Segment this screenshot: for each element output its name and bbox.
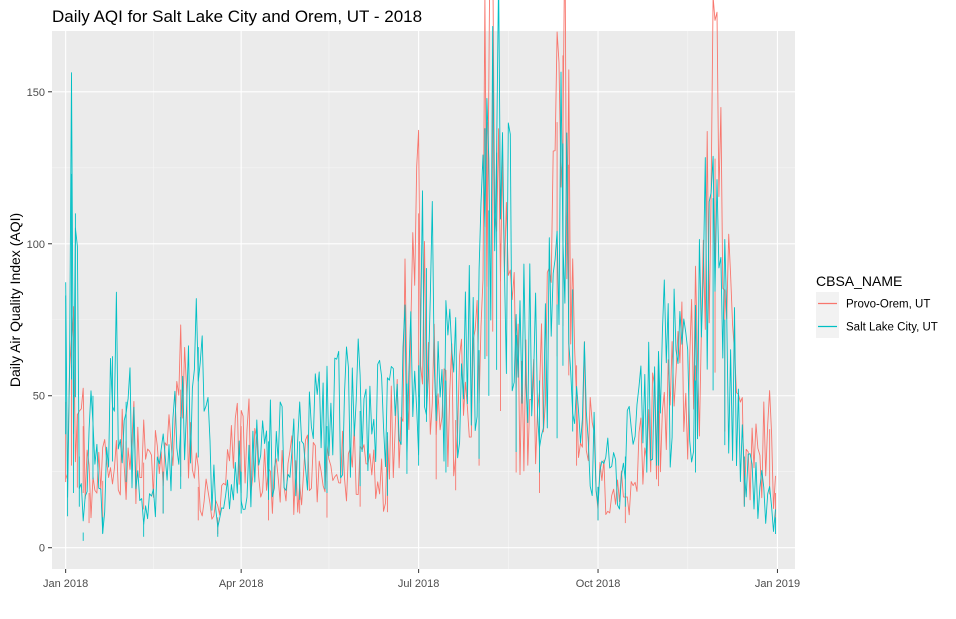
x-tick-label: Jan 2018 bbox=[43, 578, 88, 590]
y-tick-label: 50 bbox=[33, 391, 45, 403]
legend-items: Provo-Orem, UT Salt Lake City, UT bbox=[816, 292, 938, 338]
chart-title: Daily AQI for Salt Lake City and Orem, U… bbox=[52, 7, 422, 26]
x-tick-label: Apr 2018 bbox=[219, 578, 264, 590]
x-tick-label: Jan 2019 bbox=[755, 578, 800, 590]
y-tick-label: 100 bbox=[27, 239, 45, 251]
y-axis-title: Daily Air Quality Index (AQI) bbox=[7, 213, 23, 387]
y-axis: 0 50 100 150 bbox=[27, 87, 52, 555]
x-tick-label: Oct 2018 bbox=[576, 578, 621, 590]
series-layer bbox=[65, 0, 776, 541]
x-axis: Jan 2018 Apr 2018 Jul 2018 Oct 2018 Jan 2019 bbox=[43, 569, 800, 590]
legend-title: CBSA_NAME bbox=[816, 273, 902, 289]
legend: CBSA_NAME Provo-Orem, UT Salt Lake City, … bbox=[816, 273, 938, 338]
y-tick-label: 0 bbox=[39, 543, 45, 555]
legend-label: Provo-Orem, UT bbox=[846, 299, 930, 311]
series-line bbox=[65, 0, 776, 534]
legend-label: Salt Lake City, UT bbox=[846, 322, 938, 334]
x-tick-label: Jul 2018 bbox=[398, 578, 440, 590]
y-tick-label: 150 bbox=[27, 87, 45, 99]
